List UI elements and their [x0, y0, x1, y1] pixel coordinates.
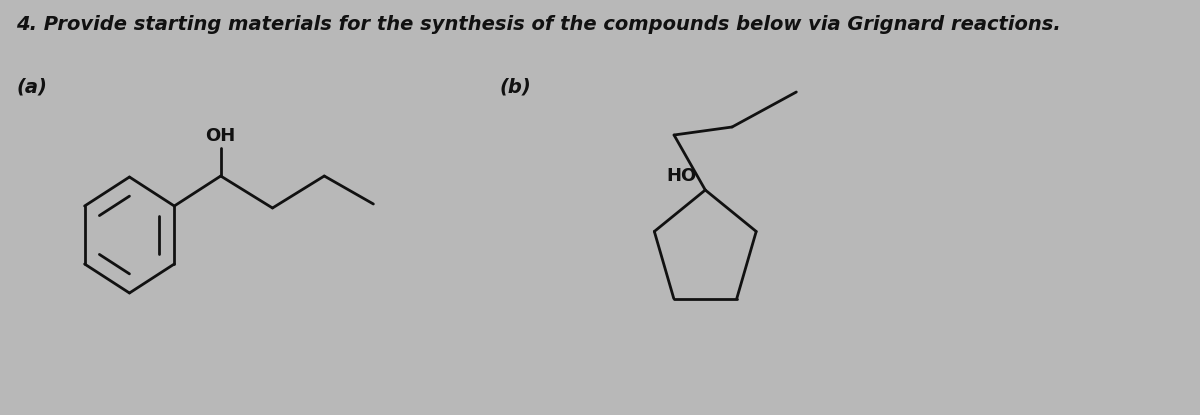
- Text: (b): (b): [500, 77, 532, 96]
- Text: 4. Provide starting materials for the synthesis of the compounds below via Grign: 4. Provide starting materials for the sy…: [16, 15, 1061, 34]
- Text: (a): (a): [16, 77, 47, 96]
- Text: HO: HO: [666, 167, 696, 185]
- Text: OH: OH: [205, 127, 236, 145]
